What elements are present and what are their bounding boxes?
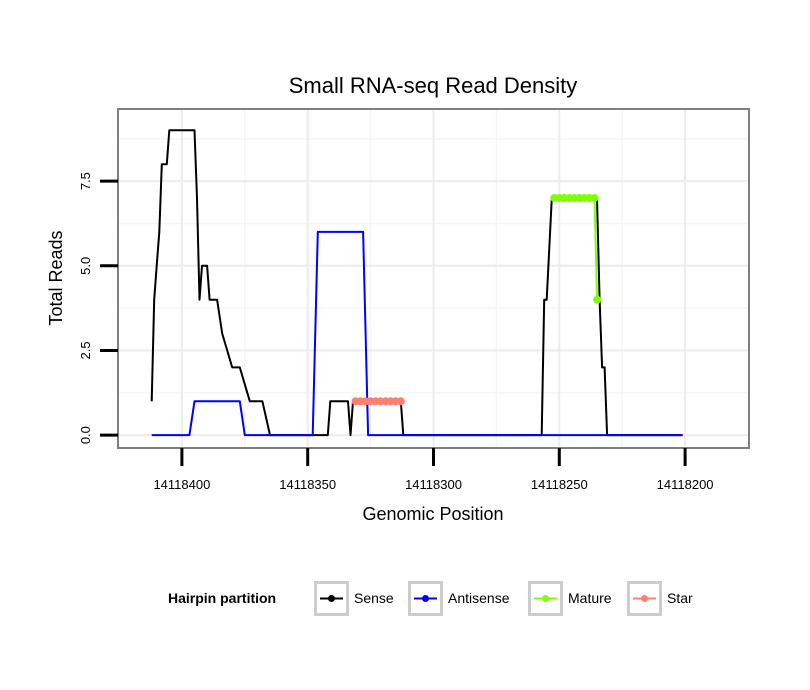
- legend-sense-label: Sense: [354, 590, 394, 606]
- y-tick-label: 0.0: [78, 426, 93, 444]
- x-axis-title: Genomic Position: [362, 504, 503, 524]
- legend-sense-marker: [328, 595, 335, 602]
- legend-star-marker: [641, 595, 648, 602]
- x-tick-label: 14118200: [657, 477, 714, 492]
- series-star-point: [396, 397, 405, 406]
- y-axis-title: Total Reads: [46, 230, 66, 325]
- series-antisense-line: [151, 230, 683, 437]
- x-tick-label: 14118250: [531, 477, 588, 492]
- chart-title: Small RNA-seq Read Density: [289, 73, 578, 98]
- x-tick-label: 14118350: [279, 477, 336, 492]
- y-tick-label: 2.5: [78, 341, 93, 359]
- series-mature-point: [590, 194, 599, 203]
- x-axis-ticks: 14118400 14118350 14118300 14118250 14118200: [153, 448, 714, 492]
- legend-star-label: Star: [667, 590, 693, 606]
- series-mature-point: [593, 295, 602, 304]
- legend-mature-label: Mature: [568, 590, 612, 606]
- series-layer: [150, 129, 683, 437]
- x-tick-label: 14118400: [153, 477, 210, 492]
- legend: Hairpin partition Sense Antisense Mature St…: [168, 581, 693, 616]
- legend-antisense-marker: [422, 595, 429, 602]
- legend-mature-marker: [542, 595, 549, 602]
- x-tick-label: 14118300: [405, 477, 462, 492]
- y-tick-label: 5.0: [78, 257, 93, 275]
- y-tick-label: 7.5: [78, 172, 93, 190]
- legend-antisense-label: Antisense: [448, 590, 510, 606]
- legend-title: Hairpin partition: [168, 590, 276, 606]
- y-axis-ticks: 0.0 2.5 5.0 7.5: [78, 172, 118, 444]
